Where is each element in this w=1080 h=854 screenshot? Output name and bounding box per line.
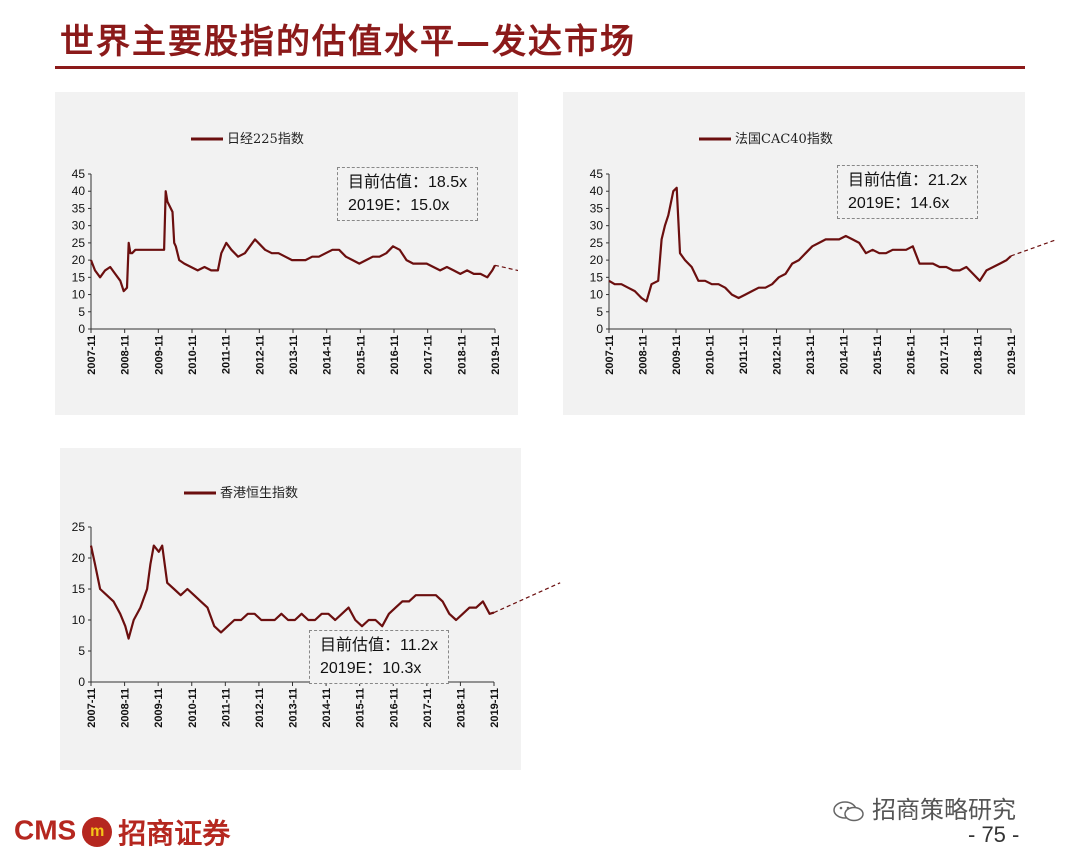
chart-panel-cac40: 法国CAC40指数 0 5 10 15 20 25 30 35 40 45 2007-11 2008-1… — [563, 92, 1058, 415]
x-tick-label: 2011-11 — [221, 335, 233, 374]
y-tick-label: 15 — [72, 270, 86, 284]
x-tick-label: 2014-11 — [321, 688, 333, 728]
forecast-dashed-line — [1010, 238, 1058, 257]
x-tick-label: 2018-11 — [455, 688, 467, 728]
y-tick-label: 5 — [596, 305, 603, 319]
chart-nikkei: 日经225指数 0 5 10 15 20 25 30 35 40 45 2007-11 2008-11 2… — [72, 132, 518, 375]
x-tick-label: 2016-11 — [906, 335, 918, 375]
y-tick-label: 40 — [72, 184, 86, 198]
chart-panel-hangseng: 香港恒生指数 0 5 10 15 20 25 2007-11 2008-11 2009-11 201… — [60, 448, 561, 770]
title-divider — [55, 66, 1025, 69]
x-tick-label: 2008-11 — [120, 335, 132, 375]
y-tick-label: 25 — [72, 236, 86, 250]
y-tick-label: 30 — [590, 219, 604, 233]
x-tick-label: 2017-11 — [423, 335, 435, 375]
x-tick-label: 2015-11 — [355, 335, 367, 375]
x-tick-label: 2011-11 — [738, 335, 750, 374]
forecast-dashed-line — [493, 582, 561, 614]
y-tick-label: 35 — [590, 201, 604, 215]
x-tick-label: 2012-11 — [254, 335, 266, 375]
x-tick-label: 2017-11 — [422, 688, 434, 728]
y-tick-label: 5 — [78, 305, 85, 319]
x-tick-label: 2015-11 — [872, 335, 884, 375]
x-tick-label: 2013-11 — [288, 335, 300, 375]
x-tick-label: 2012-11 — [772, 335, 784, 375]
x-tick-label: 2017-11 — [939, 335, 951, 375]
x-tick-label: 2009-11 — [153, 688, 165, 728]
y-tick-label: 35 — [72, 201, 86, 215]
legend-label: 日经225指数 — [227, 132, 304, 147]
x-tick-label: 2016-11 — [389, 335, 401, 375]
y-tick-label: 0 — [596, 322, 603, 336]
y-tick-label: 25 — [72, 520, 86, 534]
y-tick-label: 10 — [590, 288, 604, 302]
y-tick-label: 5 — [78, 644, 85, 658]
y-tick-label: 20 — [72, 551, 86, 565]
x-tick-label: 2007-11 — [604, 335, 616, 375]
y-tick-label: 0 — [78, 322, 85, 336]
x-tick-label: 2012-11 — [254, 688, 266, 728]
x-tick-label: 2008-11 — [638, 335, 650, 375]
y-tick-label: 45 — [590, 167, 604, 181]
x-tick-label: 2019-11 — [490, 335, 502, 375]
chart-cac40: 法国CAC40指数 0 5 10 15 20 25 30 35 40 45 2007-11 2008-1… — [590, 132, 1058, 375]
y-tick-label: 20 — [72, 253, 86, 267]
x-tick-label: 2018-11 — [973, 335, 985, 375]
current-valuation-text: 目前估值：11.2x — [320, 637, 438, 654]
series-line — [89, 190, 496, 293]
x-tick-label: 2013-11 — [805, 335, 817, 375]
forecast-valuation-text: 2019E：14.6x — [848, 195, 950, 212]
x-tick-label: 2016-11 — [388, 688, 400, 728]
y-tick-label: 20 — [590, 253, 604, 267]
valuation-annotation: 目前估值：18.5x 2019E：15.0x — [337, 167, 479, 221]
x-tick-label: 2019-11 — [1006, 335, 1018, 375]
page-title: 世界主要股指的估值水平—发达市场 — [60, 22, 636, 62]
valuation-annotation: 目前估值：11.2x 2019E：10.3x — [309, 630, 449, 684]
y-tick-label: 40 — [590, 184, 604, 198]
wechat-account-label: 招商策略研究 — [832, 790, 1016, 825]
x-tick-label: 2007-11 — [86, 335, 98, 375]
brand-latin: CMS — [14, 814, 77, 846]
brand-chinese-name: 招商证券 — [118, 817, 231, 850]
forecast-valuation-text: 2019E：15.0x — [348, 197, 450, 214]
y-tick-label: 0 — [78, 675, 85, 689]
x-tick-label: 2008-11 — [120, 688, 132, 728]
series-line — [89, 544, 495, 640]
y-tick-label: 45 — [72, 167, 86, 181]
wechat-icon — [833, 801, 864, 822]
x-tick-label: 2009-11 — [153, 335, 165, 375]
wechat-account-name: 招商策略研究 — [872, 796, 1016, 824]
y-tick-label: 30 — [72, 219, 86, 233]
x-tick-label: 2009-11 — [671, 335, 683, 375]
x-tick-label: 2014-11 — [839, 335, 851, 375]
x-tick-label: 2015-11 — [355, 688, 367, 728]
forecast-dashed-line — [494, 264, 518, 272]
y-tick-label: 15 — [72, 582, 86, 596]
x-tick-label: 2013-11 — [288, 688, 300, 728]
brand-badge-icon: m — [82, 817, 113, 847]
x-tick-label: 2010-11 — [705, 335, 717, 375]
y-tick-label: 15 — [590, 270, 604, 284]
brand-logo: CMS m 招商证券 — [14, 812, 230, 852]
chart-hangseng: 香港恒生指数 0 5 10 15 20 25 2007-11 2008-11 2009-11 201… — [72, 486, 561, 728]
x-tick-label: 2011-11 — [220, 688, 232, 727]
x-tick-label: 2014-11 — [322, 335, 334, 375]
legend-label: 香港恒生指数 — [220, 486, 298, 501]
current-valuation-text: 目前估值：21.2x — [848, 172, 968, 189]
y-tick-label: 10 — [72, 613, 86, 627]
series-line — [608, 186, 1012, 303]
y-tick-label: 10 — [72, 288, 86, 302]
x-tick-label: 2018-11 — [456, 335, 468, 375]
page-number: - 75 - — [968, 822, 1020, 847]
x-tick-label: 2010-11 — [187, 335, 199, 375]
current-valuation-text: 目前估值：18.5x — [348, 174, 468, 191]
valuation-annotation: 目前估值：21.2x 2019E：14.6x — [837, 165, 979, 219]
legend-label: 法国CAC40指数 — [735, 132, 833, 147]
x-tick-label: 2019-11 — [489, 688, 501, 728]
y-tick-label: 25 — [590, 236, 604, 250]
x-tick-label: 2010-11 — [187, 688, 199, 728]
chart-panel-nikkei: 日经225指数 0 5 10 15 20 25 30 35 40 45 2007-11 2008-11 2… — [55, 92, 518, 415]
x-tick-label: 2007-11 — [86, 688, 98, 728]
forecast-valuation-text: 2019E：10.3x — [320, 660, 422, 677]
